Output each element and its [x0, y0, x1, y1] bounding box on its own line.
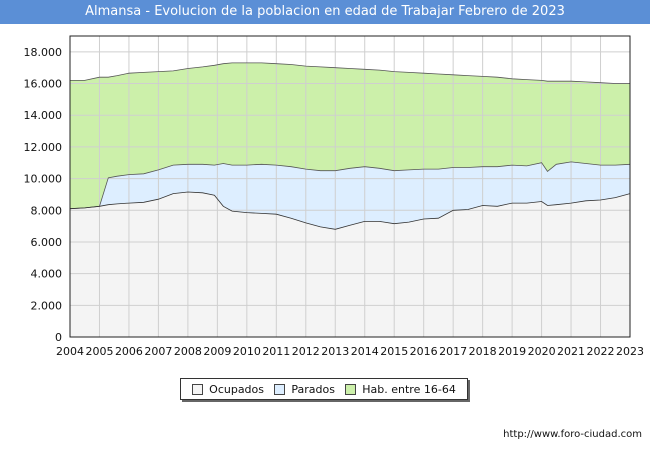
y-tick-label: 10.000 [24, 173, 63, 186]
legend-swatch-ocupados [192, 383, 204, 395]
plot-frame [69, 35, 631, 338]
x-tick-label: 2022 [587, 345, 615, 358]
y-axis: 0 2.000 4.000 6.000 8.000 10.000 12.000 14.000 1… [24, 46, 63, 344]
line-layer [69, 62, 631, 230]
x-tick-label: 2006 [115, 345, 143, 358]
legend-item-habitantes: Hab. entre 16-64 [345, 383, 456, 396]
x-tick-label: 2013 [321, 345, 349, 358]
y-tick-label: 16.000 [24, 78, 63, 91]
x-tick-label: 2021 [557, 345, 585, 358]
x-tick-label: 2017 [439, 345, 467, 358]
y-tick-label: 18.000 [24, 46, 63, 59]
x-tick-label: 2008 [174, 345, 202, 358]
x-tick-label: 2023 [616, 345, 644, 358]
x-axis: 2004 2005 2006 2007 2008 2009 2010 2011 2012 2013… [56, 345, 644, 358]
line-ocupados [69, 191, 631, 230]
x-tick-label: 2018 [469, 345, 497, 358]
area-layer [70, 62, 630, 338]
plot-border [69, 35, 631, 338]
y-tick-label: 12.000 [24, 141, 63, 154]
y-tick-label: 14.000 [24, 109, 63, 122]
legend-label-parados: Parados [291, 382, 335, 396]
legend-label-ocupados: Ocupados [209, 382, 265, 396]
x-tick-label: 2004 [56, 345, 84, 358]
legend-swatch-parados [274, 383, 286, 395]
x-tick-label: 2020 [528, 345, 556, 358]
legend-label-habitantes: Hab. entre 16-64 [362, 382, 456, 396]
x-tick-label: 2016 [410, 345, 438, 358]
x-tick-label: 2009 [203, 345, 231, 358]
legend-item-parados: Parados [274, 383, 335, 396]
y-tick-label: 2.000 [31, 299, 63, 312]
y-tick-label: 8.000 [31, 204, 63, 217]
legend: Ocupados Parados Hab. entre 16-64 [180, 378, 468, 400]
x-tick-label: 2010 [233, 345, 261, 358]
y-tick-label: 6.000 [31, 236, 63, 249]
source-url[interactable]: http://www.foro-ciudad.com [503, 429, 642, 440]
y-tick-label: 0 [55, 331, 62, 344]
area-ocupados [70, 192, 630, 337]
y-tick-label: 4.000 [31, 268, 63, 281]
line-parados [69, 161, 631, 210]
x-tick-label: 2012 [292, 345, 320, 358]
chart-title: Almansa - Evolucion de la poblacion en e… [0, 0, 650, 24]
line-habitantes [70, 62, 630, 84]
x-tick-label: 2014 [351, 345, 379, 358]
x-tick-label: 2015 [380, 345, 408, 358]
legend-swatch-habitantes [345, 383, 357, 395]
x-tick-label: 2019 [498, 345, 526, 358]
legend-item-ocupados: Ocupados [192, 383, 264, 396]
x-tick-label: 2011 [262, 345, 290, 358]
x-tick-label: 2005 [85, 345, 113, 358]
x-tick-label: 2007 [144, 345, 172, 358]
